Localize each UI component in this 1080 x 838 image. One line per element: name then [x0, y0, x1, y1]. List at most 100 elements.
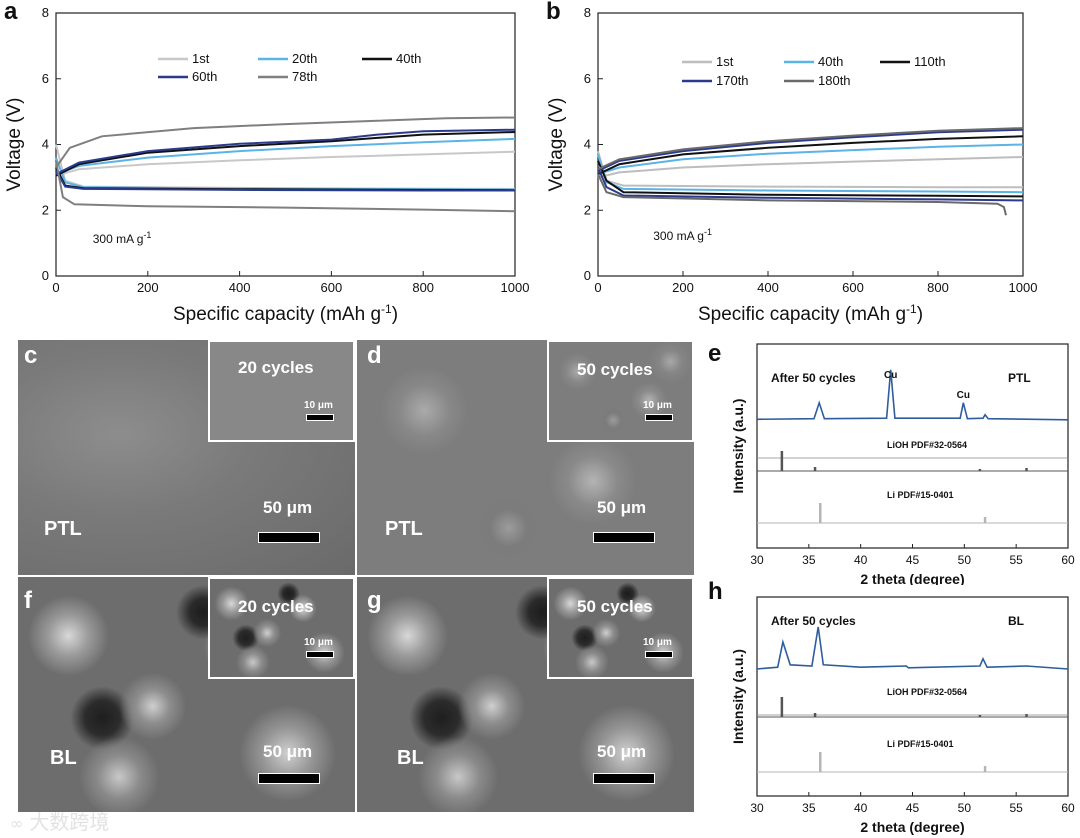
x-tick-label-200: 200	[672, 280, 694, 295]
x-tick-label-35: 35	[802, 553, 816, 567]
y-tick-label-8: 8	[42, 5, 49, 20]
series-170th-discharge	[597, 167, 1024, 202]
y-tick-label-6: 6	[584, 71, 591, 86]
panel-label-a: a	[4, 0, 18, 25]
panel-label-g: g	[367, 587, 382, 614]
xrd-pattern	[756, 369, 1069, 421]
panel-label-e: e	[708, 340, 722, 367]
inset-scalebar-g	[645, 651, 673, 658]
series-40th-charge	[55, 131, 516, 177]
x-tick-label-35: 35	[802, 801, 816, 815]
inset-d: 50 cycles 10 μm	[547, 340, 694, 442]
x-tick-label-0: 0	[594, 280, 601, 295]
series-110th-charge	[597, 135, 1024, 176]
legend-label-1st: 1st	[192, 51, 210, 66]
legend-label-110th: 110th	[914, 54, 946, 69]
scalebar-c	[258, 532, 320, 543]
inset-scalebar-c	[306, 414, 334, 421]
sem-image-c: c 20 cycles 10 μm PTL 50 μm	[18, 340, 355, 575]
peak-label-Cu: Cu	[884, 370, 897, 381]
chart-h: 30 35 40 45 50 55 60 2 theta (degree) Intensity …	[730, 596, 1075, 835]
x-tick-label-800: 800	[927, 280, 949, 295]
inset-title-f: 20 cycles	[238, 597, 314, 616]
x-tick-label-60: 60	[1061, 801, 1075, 815]
y-axis-label: Intensity (a.u.)	[730, 649, 746, 744]
inset-c: 20 cycles 10 μm	[208, 340, 355, 442]
x-tick-label-45: 45	[906, 801, 920, 815]
pattern-title: After 50 cycles	[771, 371, 856, 385]
y-tick-label-8: 8	[584, 5, 591, 20]
watermark-text: 大数跨境	[29, 810, 110, 834]
panel-label-h: h	[708, 578, 723, 605]
x-tick-label-30: 30	[750, 553, 764, 567]
reference-label: Li PDF#15-0401	[887, 490, 954, 500]
series-1st-charge	[597, 156, 1024, 179]
inset-scale-label-d: 10 μm	[643, 400, 672, 411]
legend-label-170th: 170th	[716, 73, 749, 88]
x-tick-label-55: 55	[1009, 553, 1023, 567]
sem-label-c: PTL	[44, 518, 82, 540]
x-tick-label-60: 60	[1061, 553, 1075, 567]
series-40th-charge	[597, 143, 1024, 176]
scalebar-f	[258, 773, 320, 784]
x-tick-label-600: 600	[321, 280, 343, 295]
scalebar-d	[593, 532, 655, 543]
y-axis-label: Voltage (V)	[546, 98, 567, 192]
inset-scale-label-g: 10 μm	[643, 637, 672, 648]
scale-label-d: 50 μm	[597, 498, 647, 517]
x-axis-label: 2 theta (degree)	[860, 571, 964, 585]
y-tick-label-0: 0	[42, 268, 49, 283]
sem-image-g: g 50 cycles 10 μm BL 50 μm	[357, 577, 694, 812]
y-axis-label: Voltage (V)	[4, 98, 25, 192]
x-tick-label-1000: 1000	[1009, 280, 1038, 295]
panel-label-c: c	[24, 342, 38, 369]
watermark-logo-icon: ∞	[10, 814, 24, 833]
inset-scalebar-d	[645, 414, 673, 421]
sem-label-d: PTL	[385, 518, 423, 540]
legend-label-60th: 60th	[192, 69, 217, 84]
x-tick-label-30: 30	[750, 801, 764, 815]
y-tick-label-2: 2	[584, 202, 591, 217]
legend-label-40th: 40th	[396, 51, 421, 66]
y-tick-label-0: 0	[584, 268, 591, 283]
watermark: ∞ 大数跨境	[10, 806, 109, 835]
y-tick-label-2: 2	[42, 202, 49, 217]
x-tick-label-600: 600	[842, 280, 864, 295]
pattern-sample-label: BL	[1008, 614, 1024, 628]
x-tick-label-400: 400	[229, 280, 251, 295]
x-tick-label-200: 200	[137, 280, 159, 295]
rate-annotation: 300 mA g-1	[93, 230, 152, 246]
x-tick-label-40: 40	[854, 801, 868, 815]
pattern-sample-label: PTL	[1008, 371, 1031, 385]
legend-label-40th: 40th	[818, 54, 843, 69]
x-axis-label: Specific capacity (mAh g-1)	[698, 302, 923, 325]
legend-label-180th: 180th	[818, 73, 851, 88]
sem-label-g: BL	[397, 747, 424, 769]
series-20th-discharge	[55, 157, 516, 191]
xrd-pattern	[756, 626, 1069, 670]
inset-g: 50 cycles 10 μm	[547, 577, 694, 679]
series-20th-charge	[55, 137, 516, 176]
panel-label-f: f	[24, 587, 32, 614]
x-tick-label-45: 45	[906, 553, 920, 567]
series-60th-charge	[55, 128, 516, 175]
sem-image-f: f 20 cycles 10 μm BL 50 μm	[18, 577, 355, 812]
x-tick-label-50: 50	[958, 801, 972, 815]
y-tick-label-4: 4	[42, 137, 49, 152]
x-axis-label: 2 theta (degree)	[860, 819, 964, 835]
scale-label-f: 50 μm	[263, 742, 313, 761]
panel-label-b: b	[546, 0, 561, 25]
inset-title-c: 20 cycles	[238, 358, 314, 377]
series-60th-discharge	[55, 170, 515, 192]
peak-label-Cu: Cu	[957, 390, 970, 401]
chart-e: 30 35 40 45 50 55 60 2 theta (degree) Intensity …	[730, 343, 1075, 585]
inset-scale-label-f: 10 μm	[304, 637, 333, 648]
series-78th-discharge	[55, 160, 516, 213]
y-axis-label: Intensity (a.u.)	[730, 399, 746, 494]
reference-label: LiOH PDF#32-0564	[887, 687, 967, 697]
inset-scale-label-c: 10 μm	[304, 400, 333, 411]
x-axis-label: Specific capacity (mAh g-1)	[173, 302, 398, 325]
inset-scalebar-f	[306, 651, 334, 658]
rate-annotation: 300 mA g-1	[653, 227, 712, 243]
x-tick-label-50: 50	[958, 553, 972, 567]
